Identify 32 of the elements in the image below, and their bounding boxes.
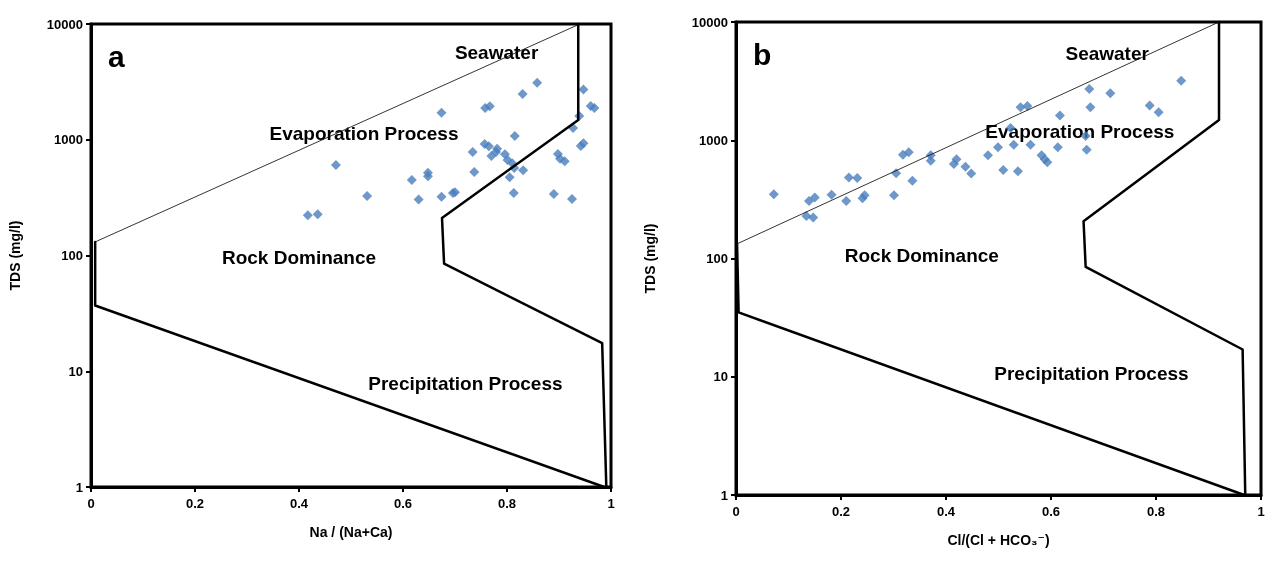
annotation: Rock Dominance [844,245,999,267]
x-tick-label: 0.6 [1041,504,1061,519]
y-tick-label: 10000 [46,16,83,32]
y-tick-label: 1000 [699,132,728,148]
x-tick-label: 0.2 [185,496,205,511]
x-axis-title: Cl/(Cl + HCO₃⁻) [947,532,1050,548]
x-tick-label: 1 [607,496,615,511]
x-tick-label: 0.4 [936,504,956,519]
x-tick-label: 0.2 [831,504,851,519]
x-tick-label: 0 [87,496,95,511]
y-tick-label: 100 [706,251,728,266]
y-tick-label: 10 [713,369,728,385]
x-tick-label: 0.6 [393,496,413,511]
x-tick-label: 0 [732,504,740,519]
x-axis-title: Na / (Na+Ca) [309,524,393,540]
y-tick-label: 1 [75,479,83,495]
x-tick-label: 0.4 [289,496,309,511]
annotation: Precipitation Process [368,373,563,395]
y-tick-label: 10 [68,363,83,379]
y-tick-label: 1000 [54,132,83,148]
text: a [108,39,125,73]
annotation: Precipitation Process [994,363,1189,385]
y-tick-label: 10000 [691,14,728,30]
annotation: Rock Dominance [221,247,377,269]
x-tick-label: 0.8 [497,496,517,511]
x-tick-label: 0.8 [1146,504,1166,519]
y-axis-title: TDS (mg/l) [642,223,658,294]
y-axis-title: TDS (mg/l) [7,220,23,291]
annotation: Seawater [1065,42,1150,64]
y-tick-label: 100 [61,248,83,263]
text: b [753,37,772,71]
x-tick-label: 1 [1257,504,1265,519]
